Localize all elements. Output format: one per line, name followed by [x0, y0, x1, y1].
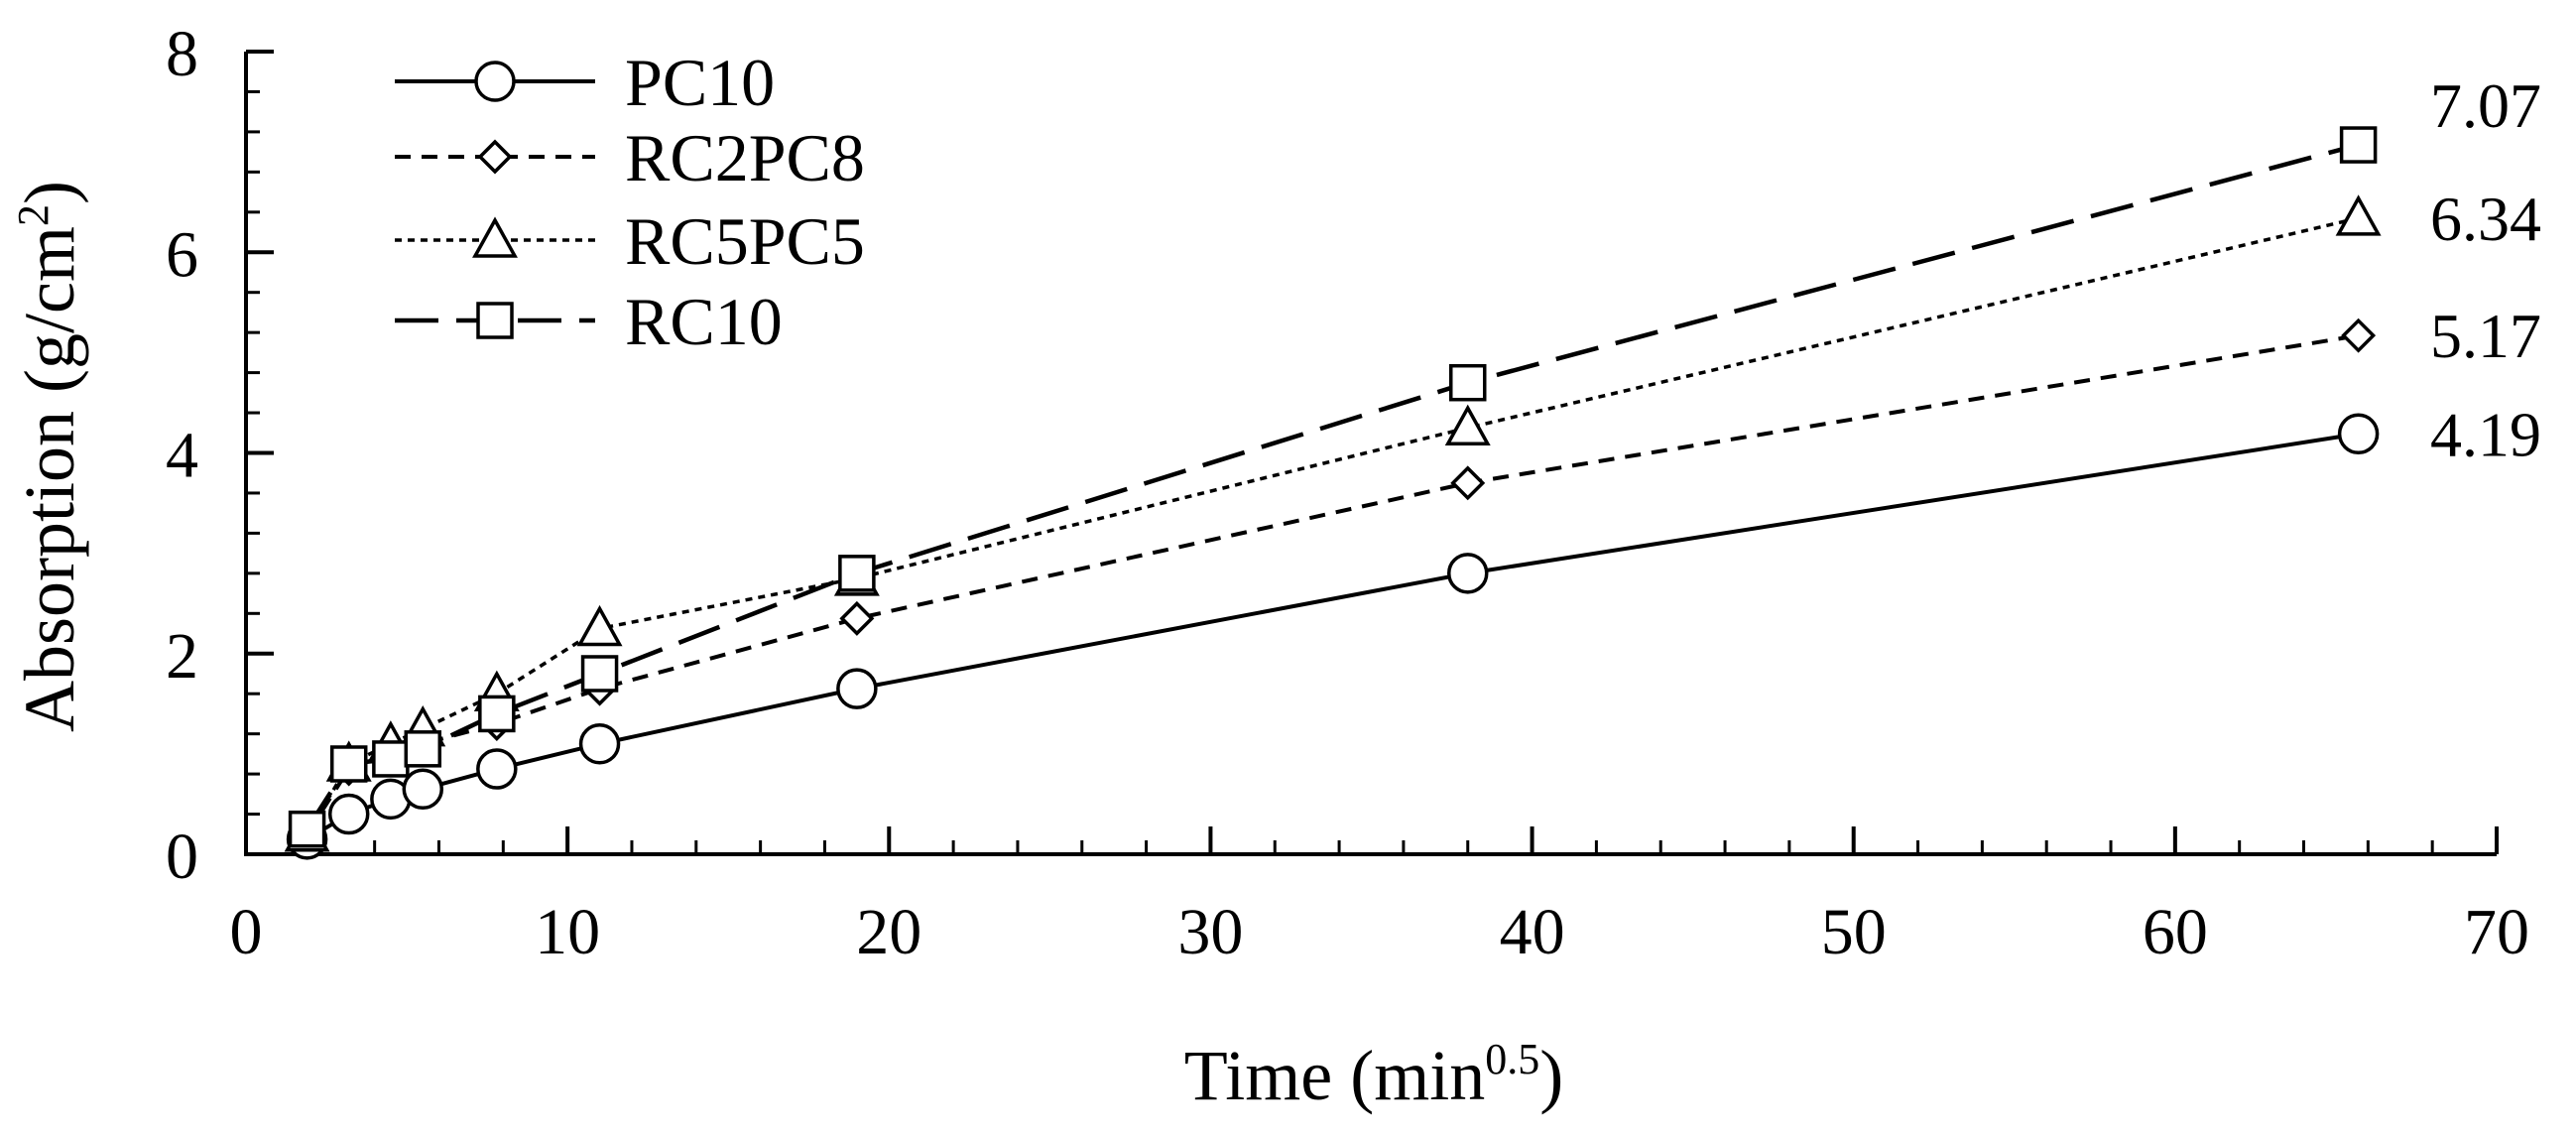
- y-tick-label: 6: [166, 218, 198, 291]
- data-point-rc10: [404, 730, 442, 768]
- data-point-rc10: [580, 655, 619, 693]
- data-point-rc2pc8: [1450, 465, 1486, 501]
- data-point-rc10: [329, 745, 368, 783]
- legend-marker-rc2pc8: [477, 139, 513, 175]
- x-tick-label: 60: [2143, 896, 2208, 968]
- data-point-rc5pc5: [576, 604, 623, 647]
- x-tick-label: 20: [856, 896, 921, 968]
- legend-label-rc10: RC10: [625, 284, 783, 359]
- series-layer: 4.19 5.17 6.34 7.07: [284, 70, 2541, 860]
- data-point-rc2pc8: [2341, 317, 2377, 353]
- data-point-rc5pc5: [1444, 404, 1491, 445]
- x-tick-label: 0: [230, 896, 263, 968]
- data-point-pc10: [1446, 553, 1489, 594]
- data-point-rc10: [478, 695, 516, 733]
- series-line-rc2pc8: [305, 333, 2359, 835]
- data-point-rc10: [372, 740, 410, 778]
- x-tick-label: 30: [1177, 896, 1243, 968]
- y-tick-label: 0: [166, 821, 198, 893]
- y-axis-title-superscript: 2: [9, 204, 58, 226]
- y-axis-title: Absorption (g/cm2): [9, 181, 89, 732]
- data-point-rc10: [2339, 126, 2378, 164]
- data-point-rc10: [288, 810, 326, 848]
- x-tick-label: 40: [1500, 896, 1565, 968]
- series-line-rc10: [305, 142, 2360, 830]
- data-point-pc10: [327, 793, 370, 835]
- legend-marker-pc10: [474, 61, 516, 102]
- end-value-label-rc10: 7.07: [2430, 70, 2541, 141]
- data-point-pc10: [402, 768, 444, 811]
- data-point-pc10: [836, 668, 878, 709]
- legend-label-rc5pc5: RC5PC5: [625, 203, 865, 279]
- x-tick-label: 10: [535, 896, 600, 968]
- x-tick-label: 50: [1821, 896, 1887, 968]
- data-point-rc2pc8: [839, 600, 875, 636]
- legend-label-pc10: PC10: [625, 45, 775, 120]
- end-value-label-pc10: 4.19: [2430, 399, 2541, 469]
- x-axis-title: Time (min0.5): [1184, 1035, 1563, 1115]
- end-value-label-rc5pc5: 6.34: [2430, 184, 2541, 254]
- data-point-rc10: [838, 555, 876, 592]
- end-value-label-rc2pc8: 5.17: [2430, 301, 2541, 371]
- y-tick-label: 4: [166, 420, 198, 492]
- y-tick-label: 8: [166, 18, 198, 90]
- legend-marker-rc10: [476, 302, 514, 339]
- x-tick-label: 70: [2464, 896, 2529, 968]
- axes-layer: 0 10 20 30 40 50 60 70 0 2 4 6 8: [166, 18, 2529, 968]
- x-axis-title-superscript: 0.5: [1485, 1035, 1539, 1083]
- data-point-rc5pc5: [2335, 194, 2382, 236]
- y-tick-label: 2: [166, 620, 198, 693]
- data-point-rc10: [1448, 363, 1487, 402]
- legend-label-rc2pc8: RC2PC8: [625, 120, 865, 195]
- data-point-pc10: [578, 723, 621, 765]
- data-point-pc10: [2337, 413, 2380, 455]
- legend-marker-rc5pc5: [472, 216, 518, 258]
- data-point-pc10: [476, 748, 518, 790]
